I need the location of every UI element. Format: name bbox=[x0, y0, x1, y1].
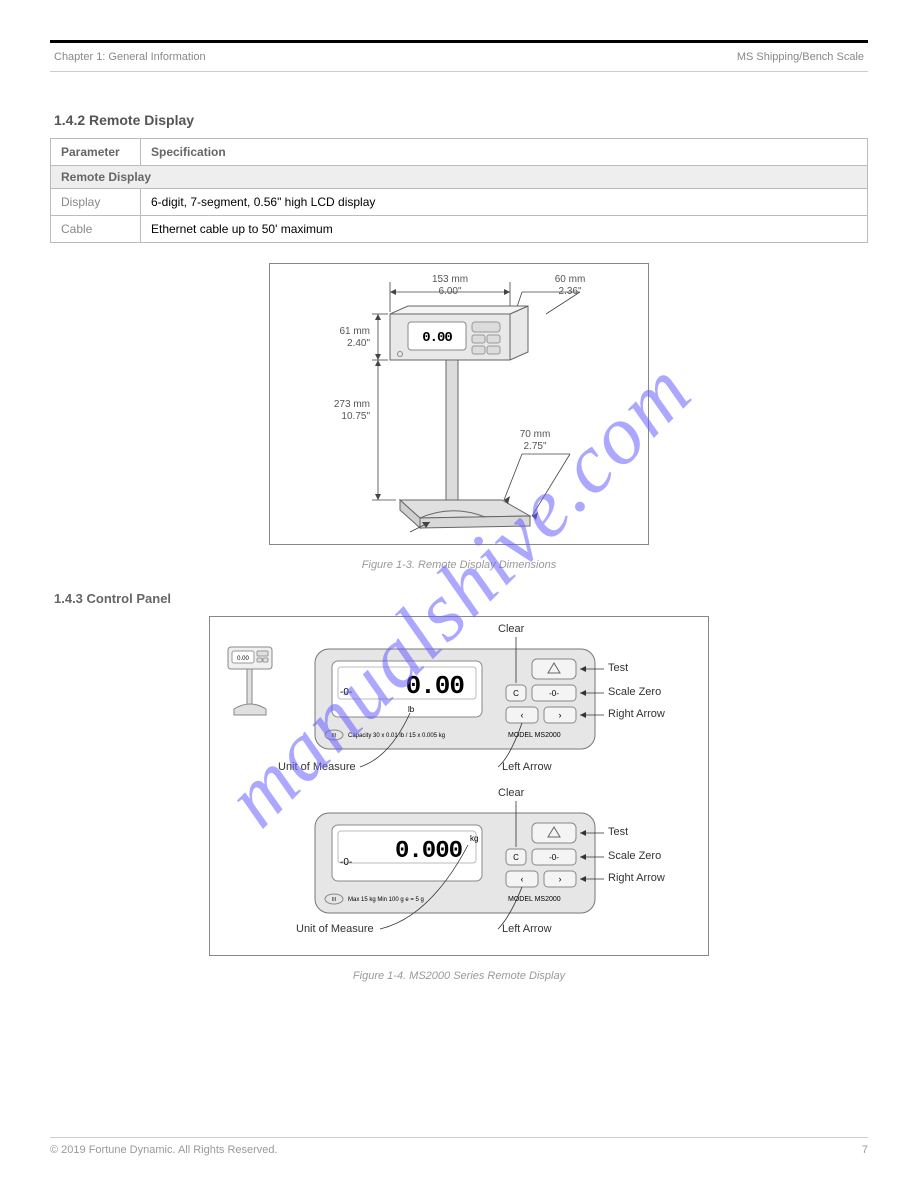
label-zero-2: Scale Zero bbox=[608, 850, 661, 862]
figure-2-wrap: 0.00 0.00 lb -0- III Capacity 30 x 0.01 bbox=[50, 616, 868, 962]
svg-text:0.00: 0.00 bbox=[406, 671, 465, 701]
dim-pole-h: 273 mm10.75" bbox=[310, 399, 370, 422]
svg-text:‹: ‹ bbox=[521, 710, 524, 720]
dim-base-depth: 70 mm2.75" bbox=[505, 429, 565, 452]
label-right-2: Right Arrow bbox=[608, 872, 665, 884]
label-clear: Clear bbox=[498, 623, 524, 635]
cell-spec: Ethernet cable up to 50' maximum bbox=[141, 216, 868, 243]
svg-text:-0-: -0- bbox=[549, 689, 559, 698]
dim-top-width: 153 mm6.00" bbox=[415, 274, 485, 297]
band-label: Remote Display bbox=[51, 166, 868, 189]
table-row: Cable Ethernet cable up to 50' maximum bbox=[51, 216, 868, 243]
svg-text:kg: kg bbox=[470, 834, 478, 843]
footer-page: 7 bbox=[862, 1144, 868, 1156]
figure-1: 153 mm6.00" 60 mm2.36" 61 mm2.40" 273 mm… bbox=[269, 263, 649, 545]
cell-spec: 6-digit, 7-segment, 0.56" high LCD displ… bbox=[141, 189, 868, 216]
svg-text:III: III bbox=[332, 733, 336, 739]
table-band-row: Remote Display bbox=[51, 166, 868, 189]
label-uom: Unit of Measure bbox=[278, 761, 356, 773]
figure-2-caption: Figure 1-4. MS2000 Series Remote Display bbox=[50, 970, 868, 982]
svg-text:-0-: -0- bbox=[340, 687, 352, 698]
footer-copyright: © 2019 Fortune Dynamic. All Rights Reser… bbox=[50, 1144, 278, 1156]
dim-top-depth: 60 mm2.36" bbox=[540, 274, 600, 297]
svg-text:›: › bbox=[559, 874, 562, 884]
dim-head-h: 61 mm2.40" bbox=[310, 326, 370, 349]
svg-text:-0-: -0- bbox=[549, 853, 559, 862]
header-product: MS Shipping/Bench Scale bbox=[737, 51, 864, 63]
table-header-row: Parameter Specification bbox=[51, 139, 868, 166]
label-left-2: Left Arrow bbox=[502, 923, 552, 935]
header-chapter: Chapter 1: General Information bbox=[54, 51, 206, 63]
svg-text:III: III bbox=[332, 897, 336, 903]
figure-2-svg: 0.00 0.00 lb -0- III Capacity 30 x 0.01 bbox=[210, 617, 710, 957]
label-test: Test bbox=[608, 662, 628, 674]
spec-table: Parameter Specification Remote Display D… bbox=[50, 138, 868, 243]
figure-2: 0.00 0.00 lb -0- III Capacity 30 x 0.01 bbox=[209, 616, 709, 956]
section-title: 1.4.2 Remote Display bbox=[54, 112, 868, 128]
svg-text:0.00: 0.00 bbox=[237, 656, 249, 662]
table-row: Display 6-digit, 7-segment, 0.56" high L… bbox=[51, 189, 868, 216]
svg-text:Capacity 30 x 0.01 lb / 15 x 0: Capacity 30 x 0.01 lb / 15 x 0.005 kg bbox=[348, 733, 445, 739]
label-clear-2: Clear bbox=[498, 787, 524, 799]
cell-param: Display bbox=[51, 189, 141, 216]
svg-text:lb: lb bbox=[408, 705, 415, 714]
svg-text:C: C bbox=[513, 689, 519, 698]
page-footer: © 2019 Fortune Dynamic. All Rights Reser… bbox=[50, 1137, 868, 1156]
page-header: Chapter 1: General Information MS Shippi… bbox=[50, 40, 868, 72]
label-test-2: Test bbox=[608, 826, 628, 838]
subsection-title: 1.4.3 Control Panel bbox=[54, 591, 868, 606]
lcd-value: 0.00 bbox=[422, 330, 452, 346]
svg-text:C: C bbox=[513, 853, 519, 862]
label-zero: Scale Zero bbox=[608, 686, 661, 698]
svg-text:‹: ‹ bbox=[521, 874, 524, 884]
svg-text:-0-: -0- bbox=[340, 857, 352, 868]
svg-text:0.000: 0.000 bbox=[395, 838, 463, 865]
col-header-spec: Specification bbox=[141, 139, 868, 166]
svg-text:›: › bbox=[559, 710, 562, 720]
cell-param: Cable bbox=[51, 216, 141, 243]
figure-1-wrap: 153 mm6.00" 60 mm2.36" 61 mm2.40" 273 mm… bbox=[50, 263, 868, 551]
col-header-param: Parameter bbox=[51, 139, 141, 166]
label-right: Right Arrow bbox=[608, 708, 665, 720]
label-uom-2: Unit of Measure bbox=[296, 923, 374, 935]
svg-text:Max 15 kg Min 100 g e = 5 g: Max 15 kg Min 100 g e = 5 g bbox=[348, 897, 424, 903]
label-left: Left Arrow bbox=[502, 761, 552, 773]
figure-1-caption: Figure 1-3. Remote Display Dimensions bbox=[50, 559, 868, 571]
